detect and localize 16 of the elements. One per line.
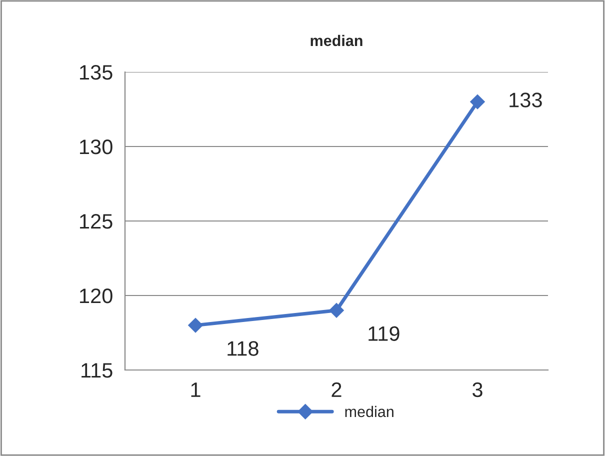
y-tick-label: 130 — [80, 140, 112, 154]
point — [329, 303, 344, 318]
y-tick-label: 115 — [82, 363, 112, 378]
point — [470, 94, 485, 110]
y-tick-label: 120 — [80, 288, 112, 304]
x-tick-label: 3 — [472, 382, 482, 398]
point — [188, 318, 203, 333]
x-tick-label: 2 — [332, 382, 342, 397]
x-tick-label: 1 — [191, 382, 200, 397]
y-tick-label: 125 — [80, 214, 112, 229]
data-label: 118 — [228, 341, 258, 356]
data-label: 133 — [510, 92, 542, 108]
data-label: 119 — [368, 326, 400, 341]
y-tick-label: 135 — [80, 65, 112, 80]
legend-label: median — [345, 406, 394, 418]
chart-title: median — [310, 34, 362, 46]
